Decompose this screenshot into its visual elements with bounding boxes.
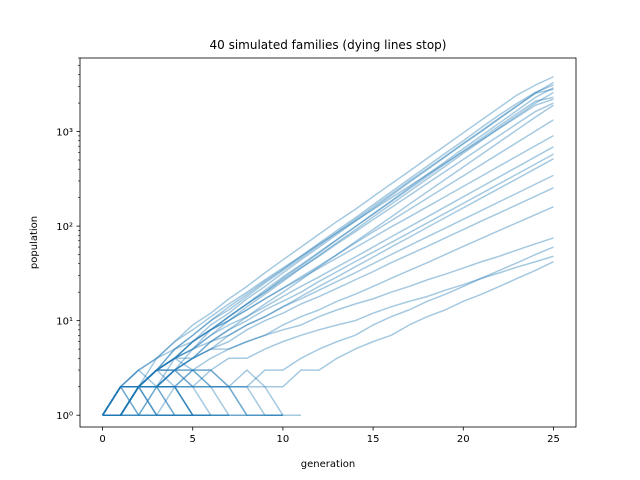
series-line-20 — [102, 255, 554, 416]
x-axis-label: generation — [301, 459, 355, 470]
series-line-2 — [101, 84, 554, 416]
series-line-1 — [102, 87, 554, 416]
series-line-29 — [101, 385, 229, 416]
series-line-28 — [102, 385, 194, 416]
series-line-10 — [101, 98, 554, 416]
plot-lines — [101, 76, 554, 416]
series-line-21 — [102, 246, 554, 416]
series-line-31 — [101, 369, 194, 416]
x-tick-label: 10 — [277, 434, 290, 445]
y-ticks: 10⁰ 10¹ 10² 10³ — [56, 57, 80, 422]
series-line-15 — [102, 158, 554, 416]
series-line-11 — [102, 119, 554, 416]
series-line-37 — [101, 385, 193, 416]
x-tick-label: 15 — [367, 434, 380, 445]
series-line-5 — [102, 91, 554, 416]
x-tick-label: 5 — [190, 434, 196, 445]
y-tick-label: 10⁰ — [56, 411, 73, 422]
series-line-32 — [102, 385, 283, 416]
series-line-4 — [101, 76, 554, 416]
series-line-6 — [101, 88, 554, 416]
series-line-25 — [101, 385, 175, 416]
series-line-40 — [102, 385, 193, 416]
series-line-34 — [102, 357, 284, 416]
x-ticks: 0 5 10 15 20 25 — [99, 427, 560, 445]
x-tick-label: 0 — [99, 434, 105, 445]
series-line-16 — [102, 174, 554, 416]
series-line-12 — [101, 134, 554, 416]
series-line-14 — [101, 153, 554, 416]
series-line-18 — [102, 206, 554, 416]
series-line-36 — [102, 385, 229, 416]
series-line-19 — [102, 237, 554, 416]
series-line-22 — [102, 261, 554, 416]
chart-title: 40 simulated families (dying lines stop) — [210, 38, 447, 52]
x-tick-label: 25 — [547, 434, 560, 445]
x-tick-label: 20 — [457, 434, 470, 445]
series-line-30 — [102, 385, 229, 416]
y-tick-label: 10¹ — [56, 317, 73, 328]
series-line-13 — [102, 146, 554, 416]
series-line-23 — [101, 369, 283, 416]
axes-frame — [79, 57, 577, 428]
series-line-9 — [102, 104, 554, 416]
series-line-17 — [101, 187, 554, 416]
series-line-39 — [101, 385, 211, 416]
series-line-26 — [102, 385, 211, 416]
y-axis-label: population — [29, 216, 40, 269]
series-line-35 — [101, 385, 283, 416]
series-line-27 — [101, 385, 175, 416]
series-line-33 — [101, 369, 301, 416]
series-line-7 — [102, 96, 554, 416]
series-line-24 — [102, 385, 247, 416]
y-tick-label: 10² — [56, 222, 73, 233]
series-line-3 — [102, 81, 554, 416]
y-tick-label: 10³ — [56, 128, 73, 139]
series-line-8 — [101, 102, 554, 416]
